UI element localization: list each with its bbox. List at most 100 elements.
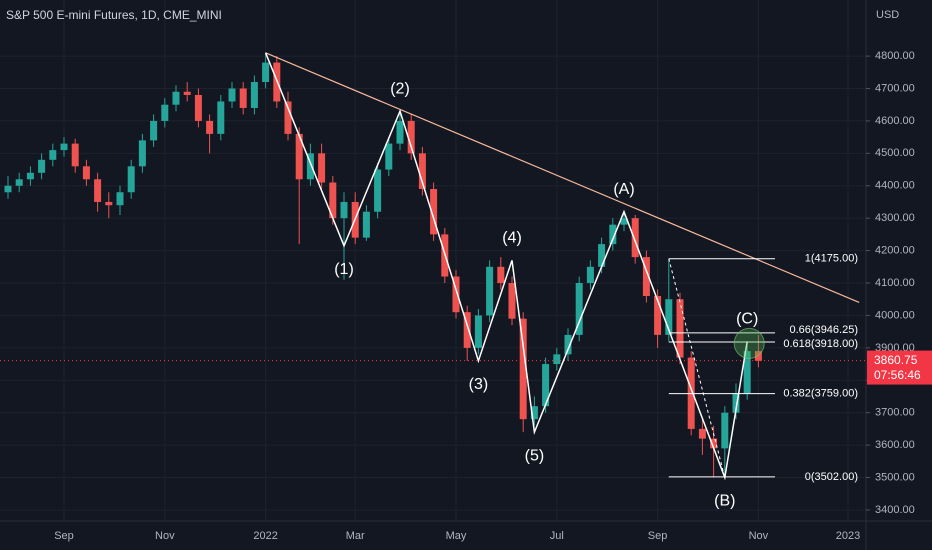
candle-body [586,266,594,284]
candle-body [49,150,57,160]
target-circle [733,327,765,359]
wave-label: (5) [525,447,545,464]
y-tick-label: 3700.00 [875,407,915,419]
candle-body [620,218,628,225]
candle-body [4,185,12,193]
y-tick-label: 4500.00 [875,147,915,159]
wave-label: (3) [469,376,489,393]
y-tick-label: 4600.00 [875,115,915,127]
axes: 4800.00 4700.00 4600.00 4500.00 4400.00 4300.… [54,50,932,542]
candle-body [698,428,706,439]
candle-body [262,62,270,83]
candle-body [150,120,158,141]
candle-body [362,211,370,238]
candle-body [721,412,729,449]
candle-body [250,82,258,108]
candle-body [60,143,68,151]
x-tick-label: 2023 [836,530,860,542]
candle-body [284,101,292,134]
x-tick-label: Nov [749,530,769,542]
fib-label: 0.382(3759.00) [783,387,858,399]
candle-body [105,201,113,206]
candle-body [82,166,90,180]
y-tick-label: 4400.00 [875,180,915,192]
x-tick-label: Nov [155,530,175,542]
candle-body [743,351,751,394]
candle-body [575,283,583,335]
candle-body [598,244,606,267]
candle-body [161,104,169,121]
wave-label: (4) [502,230,522,247]
candle-body [631,218,639,258]
candle-body [609,224,617,245]
fib-label: 0.618(3918.00) [783,338,858,350]
candle-body [385,143,393,170]
candle-body [676,299,684,358]
wave-label: (B) [714,493,735,510]
candle-body [519,318,527,420]
wave-label: (1) [334,261,354,278]
candle-body [665,299,673,335]
x-tick-label: Sep [54,530,74,542]
y-tick-label: 4800.00 [875,50,915,62]
x-tick-label: Jul [550,530,564,542]
chart-title: S&P 500 E-mini Futures, 1D, CME_MINI [6,8,222,22]
y-tick-label: 3500.00 [875,471,915,483]
wave-label: (C) [736,311,758,328]
x-tick-label: May [446,530,467,542]
candle-body [15,179,23,186]
candle-body [71,143,79,167]
fib-label: 0.66(3946.25) [790,324,859,336]
x-tick-label: Sep [648,530,668,542]
y-tick-label: 3600.00 [875,439,915,451]
candle-body [418,153,426,190]
candle-body [732,393,740,413]
y-tick-label: 4100.00 [875,277,915,289]
y-tick-label: 4300.00 [875,212,915,224]
candle-body [329,182,337,219]
x-tick-label: Mar [346,530,365,542]
candle-body [295,133,303,180]
y-tick-label: 3400.00 [875,504,915,516]
candle-body [530,406,538,420]
candle-body [374,169,382,212]
candle-body [430,189,438,235]
candle-body [710,438,718,449]
candle-body [654,295,662,335]
y-tick-label: 4000.00 [875,309,915,321]
candle-body [94,179,102,202]
candle-body [754,351,762,361]
overlay: 1(4175.00) 0.66(3946.25) 0.618(3918.00) 0.3… [0,52,866,510]
candle-body [206,120,214,134]
candle-body [508,283,516,319]
candle-body [217,101,225,134]
candle-body [396,120,404,144]
currency-label: USD [876,9,899,21]
candle-body [407,120,415,154]
fib-label: 0(3502.00) [805,471,858,483]
wave-label: (A) [613,181,634,198]
wave-line [264,52,748,481]
candle-body [340,201,348,219]
candle-body [553,354,561,365]
y-tick-label: 4700.00 [875,82,915,94]
candle-body [194,94,202,121]
candle-body [564,334,572,355]
candle-body [463,312,471,348]
x-tick-label: 2022 [253,530,277,542]
candle-body [26,172,34,180]
candle-body [497,266,505,284]
candle-body [172,91,180,105]
last-price-tag [867,350,932,385]
trendline [265,52,860,304]
candle-body [452,276,460,313]
candle-body [228,88,236,102]
wave-label: (2) [390,80,410,97]
projection-line [668,258,726,478]
candle-body [542,364,550,407]
candle-body [138,140,146,167]
candle-body [318,153,326,183]
candle-body [239,88,247,108]
last-price-label: 3860.75 [874,353,918,367]
